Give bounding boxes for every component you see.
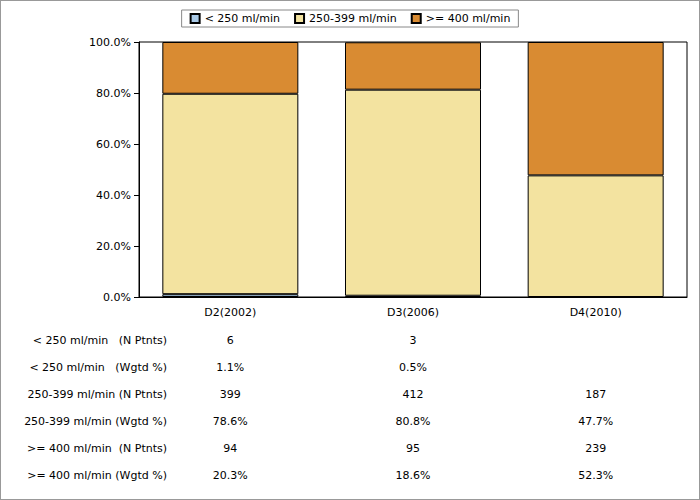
svg-text:< 250 ml/min: < 250 ml/min [205,12,280,25]
svg-text:18.6%: 18.6% [396,469,431,482]
svg-text:47.7%: 47.7% [578,415,613,428]
svg-text:3: 3 [410,334,417,347]
svg-text:239: 239 [585,442,606,455]
svg-text:40.0%: 40.0% [96,189,131,202]
svg-text:78.6%: 78.6% [213,415,248,428]
svg-text:95: 95 [406,442,420,455]
svg-text:250-399 ml/min: 250-399 ml/min [309,12,397,25]
svg-text:399: 399 [220,388,241,401]
svg-text:D3(2006): D3(2006) [387,306,439,319]
svg-text:412: 412 [403,388,424,401]
svg-text:80.0%: 80.0% [96,87,131,100]
svg-text:0.0%: 0.0% [103,291,131,304]
svg-text:94: 94 [223,442,237,455]
svg-text:187: 187 [585,388,606,401]
svg-text:< 250 ml/min (Wgtd %): < 250 ml/min (Wgtd %) [29,361,167,374]
svg-text:20.0%: 20.0% [96,240,131,253]
svg-text:D2(2002): D2(2002) [204,306,256,319]
svg-text:0.5%: 0.5% [399,361,427,374]
svg-text:1.1%: 1.1% [216,361,244,374]
svg-text:< 250 ml/min (N Ptnts): < 250 ml/min (N Ptnts) [33,334,167,347]
svg-text:250-399 ml/min (N Ptnts): 250-399 ml/min (N Ptnts) [28,388,167,401]
svg-text:6: 6 [227,334,234,347]
svg-text:20.3%: 20.3% [213,469,248,482]
svg-text:>= 400 ml/min: >= 400 ml/min [426,12,511,25]
svg-text:60.0%: 60.0% [96,138,131,151]
svg-text:>= 400 ml/min (Wgtd %): >= 400 ml/min (Wgtd %) [27,469,167,482]
svg-text:D4(2010): D4(2010) [570,306,622,319]
svg-text:100.0%: 100.0% [89,36,131,49]
svg-text:250-399 ml/min (Wgtd %): 250-399 ml/min (Wgtd %) [24,415,167,428]
svg-text:>= 400 ml/min (N Ptnts): >= 400 ml/min (N Ptnts) [27,442,167,455]
svg-text:52.3%: 52.3% [578,469,613,482]
svg-text:80.8%: 80.8% [396,415,431,428]
